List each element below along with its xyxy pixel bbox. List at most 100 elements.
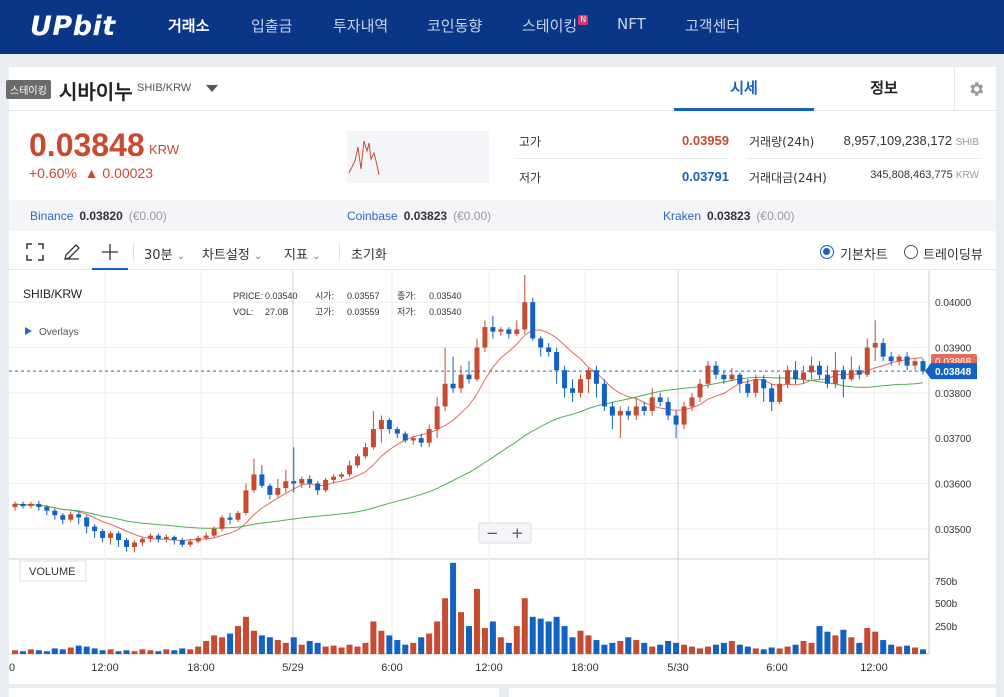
volume-bar [776, 648, 783, 654]
volume-bar [481, 627, 488, 654]
candle-body [609, 406, 615, 416]
candle-body [824, 374, 830, 384]
candle-body [171, 536, 177, 541]
change-amount: ▲ 0.00023 [84, 165, 154, 181]
coin-name[interactable]: 시바이누 [59, 80, 133, 104]
candle-body [179, 540, 185, 545]
upbit-logo[interactable]: UPbit [30, 11, 116, 42]
volume-bar [840, 629, 847, 654]
trading-panel: 스테이킹 시바이누 SHIB/KRW 시세 정보 0.03848 KRW +0.… [3, 67, 996, 684]
nav-coin-trends[interactable]: 코인동향 [427, 17, 483, 35]
zoom-in-button[interactable]: + [511, 524, 524, 542]
basic-chart-radio[interactable] [820, 245, 834, 259]
amount-unit: KRW [955, 170, 979, 181]
candle-body [625, 410, 631, 416]
volume-bar [322, 646, 329, 654]
coin-dropdown-icon[interactable] [206, 85, 218, 92]
tab-quote[interactable]: 시세 [674, 67, 814, 111]
volume-bar [681, 644, 688, 654]
amount-label: 거래대금(24H) [749, 171, 827, 185]
volume-bar [704, 646, 711, 654]
price-chart[interactable]: 0.04000 0.03900 0.03800 0.03700 0.03600 0.035… [3, 271, 996, 684]
high-label: 고가 [519, 135, 542, 149]
settings-button[interactable] [954, 67, 996, 111]
candle-body [386, 420, 392, 430]
volume-bar [386, 635, 393, 654]
candle-body [243, 490, 249, 513]
crosshair-tool[interactable] [92, 235, 128, 270]
candle-body [880, 342, 886, 357]
volume-bar [768, 647, 775, 654]
volume-bar [155, 651, 162, 654]
candle-body [442, 383, 448, 407]
bottom-panel-right [509, 688, 996, 697]
candle-body [195, 537, 201, 542]
indicators-select[interactable]: 지표 ⌄ [284, 244, 320, 263]
nav-staking[interactable]: 스테이킹 N [522, 15, 589, 36]
candle-body [498, 329, 504, 332]
legend-text: 0.03540 [429, 307, 462, 317]
reset-button[interactable]: 초기화 [351, 248, 387, 263]
volume-bar [131, 651, 138, 654]
volume-bar [362, 642, 369, 654]
volume-bar [258, 635, 265, 654]
exchange-diff: (€0.00) [128, 209, 167, 223]
volume-bar [235, 626, 242, 654]
basic-chart-label[interactable]: 기본차트 [840, 248, 888, 263]
tradingview-radio[interactable] [904, 245, 918, 259]
candle-body [753, 379, 759, 393]
volume-bar [513, 626, 520, 654]
candle-body [506, 329, 512, 334]
volume-bar [195, 646, 202, 654]
y-tick-label: 0.03600 [935, 479, 972, 490]
nav-investments[interactable]: 투자내역 [333, 17, 389, 35]
candle-body [514, 329, 520, 334]
candlestick-chart[interactable]: 0.04000 0.03900 0.03800 0.03700 0.03600 0.035… [3, 271, 996, 684]
volume-bar [139, 649, 146, 654]
candle-body [737, 374, 743, 384]
candle-body [203, 535, 209, 538]
volume-bar [242, 616, 249, 654]
volume-bar [832, 635, 839, 654]
volume-bar [864, 627, 871, 654]
candle-body [131, 542, 137, 547]
chart-settings-select[interactable]: 차트설정 ⌄ [202, 244, 262, 263]
volume-bar [250, 630, 257, 654]
volume-bar [171, 650, 178, 654]
volume-bar [410, 642, 417, 654]
candle-body [657, 397, 663, 402]
nav-deposit-withdraw[interactable]: 입출금 [251, 17, 293, 35]
draw-pencil-icon[interactable] [63, 243, 81, 261]
volume-bar [728, 640, 735, 654]
volume-bar [227, 633, 234, 654]
volume-tick-label: 500b [935, 599, 958, 610]
volume-bar [346, 644, 353, 654]
chart-settings-label: 차트설정 [202, 248, 250, 263]
candle-body [275, 488, 281, 495]
volume-bar [736, 644, 743, 654]
zoom-out-button[interactable]: − [486, 524, 499, 542]
fullscreen-icon[interactable] [26, 243, 44, 261]
legend-text: 0.03557 [347, 291, 380, 301]
volume-bar [298, 644, 305, 654]
nav-exchange[interactable]: 거래소 [168, 17, 210, 35]
x-tick-label: 12:00 [91, 662, 119, 674]
change-percent: +0.60% [29, 165, 77, 181]
candle-body [52, 510, 58, 516]
price-change: +0.60% ▲ 0.00023 [29, 165, 153, 181]
tab-info[interactable]: 정보 [870, 79, 898, 97]
volume-value: 8,957,109,238,172 SHIB [829, 133, 979, 148]
tradingview-label[interactable]: 트레이딩뷰 [923, 248, 983, 263]
candle-body [227, 517, 233, 520]
nav-customer-center[interactable]: 고객센터 [685, 17, 741, 35]
volume-bars [11, 562, 927, 654]
candle-body [570, 388, 576, 393]
interval-select[interactable]: 30분 ⌄ [144, 244, 185, 263]
candle-body [785, 370, 791, 384]
legend-text: 고가: [315, 307, 334, 317]
candle-body [697, 383, 703, 398]
volume-bar [43, 651, 50, 654]
x-tick-label: 5/30 [667, 662, 688, 674]
nav-nft[interactable]: NFT [617, 15, 646, 33]
exchange-kraken: Kraken 0.03823 (€0.00) [663, 209, 794, 223]
